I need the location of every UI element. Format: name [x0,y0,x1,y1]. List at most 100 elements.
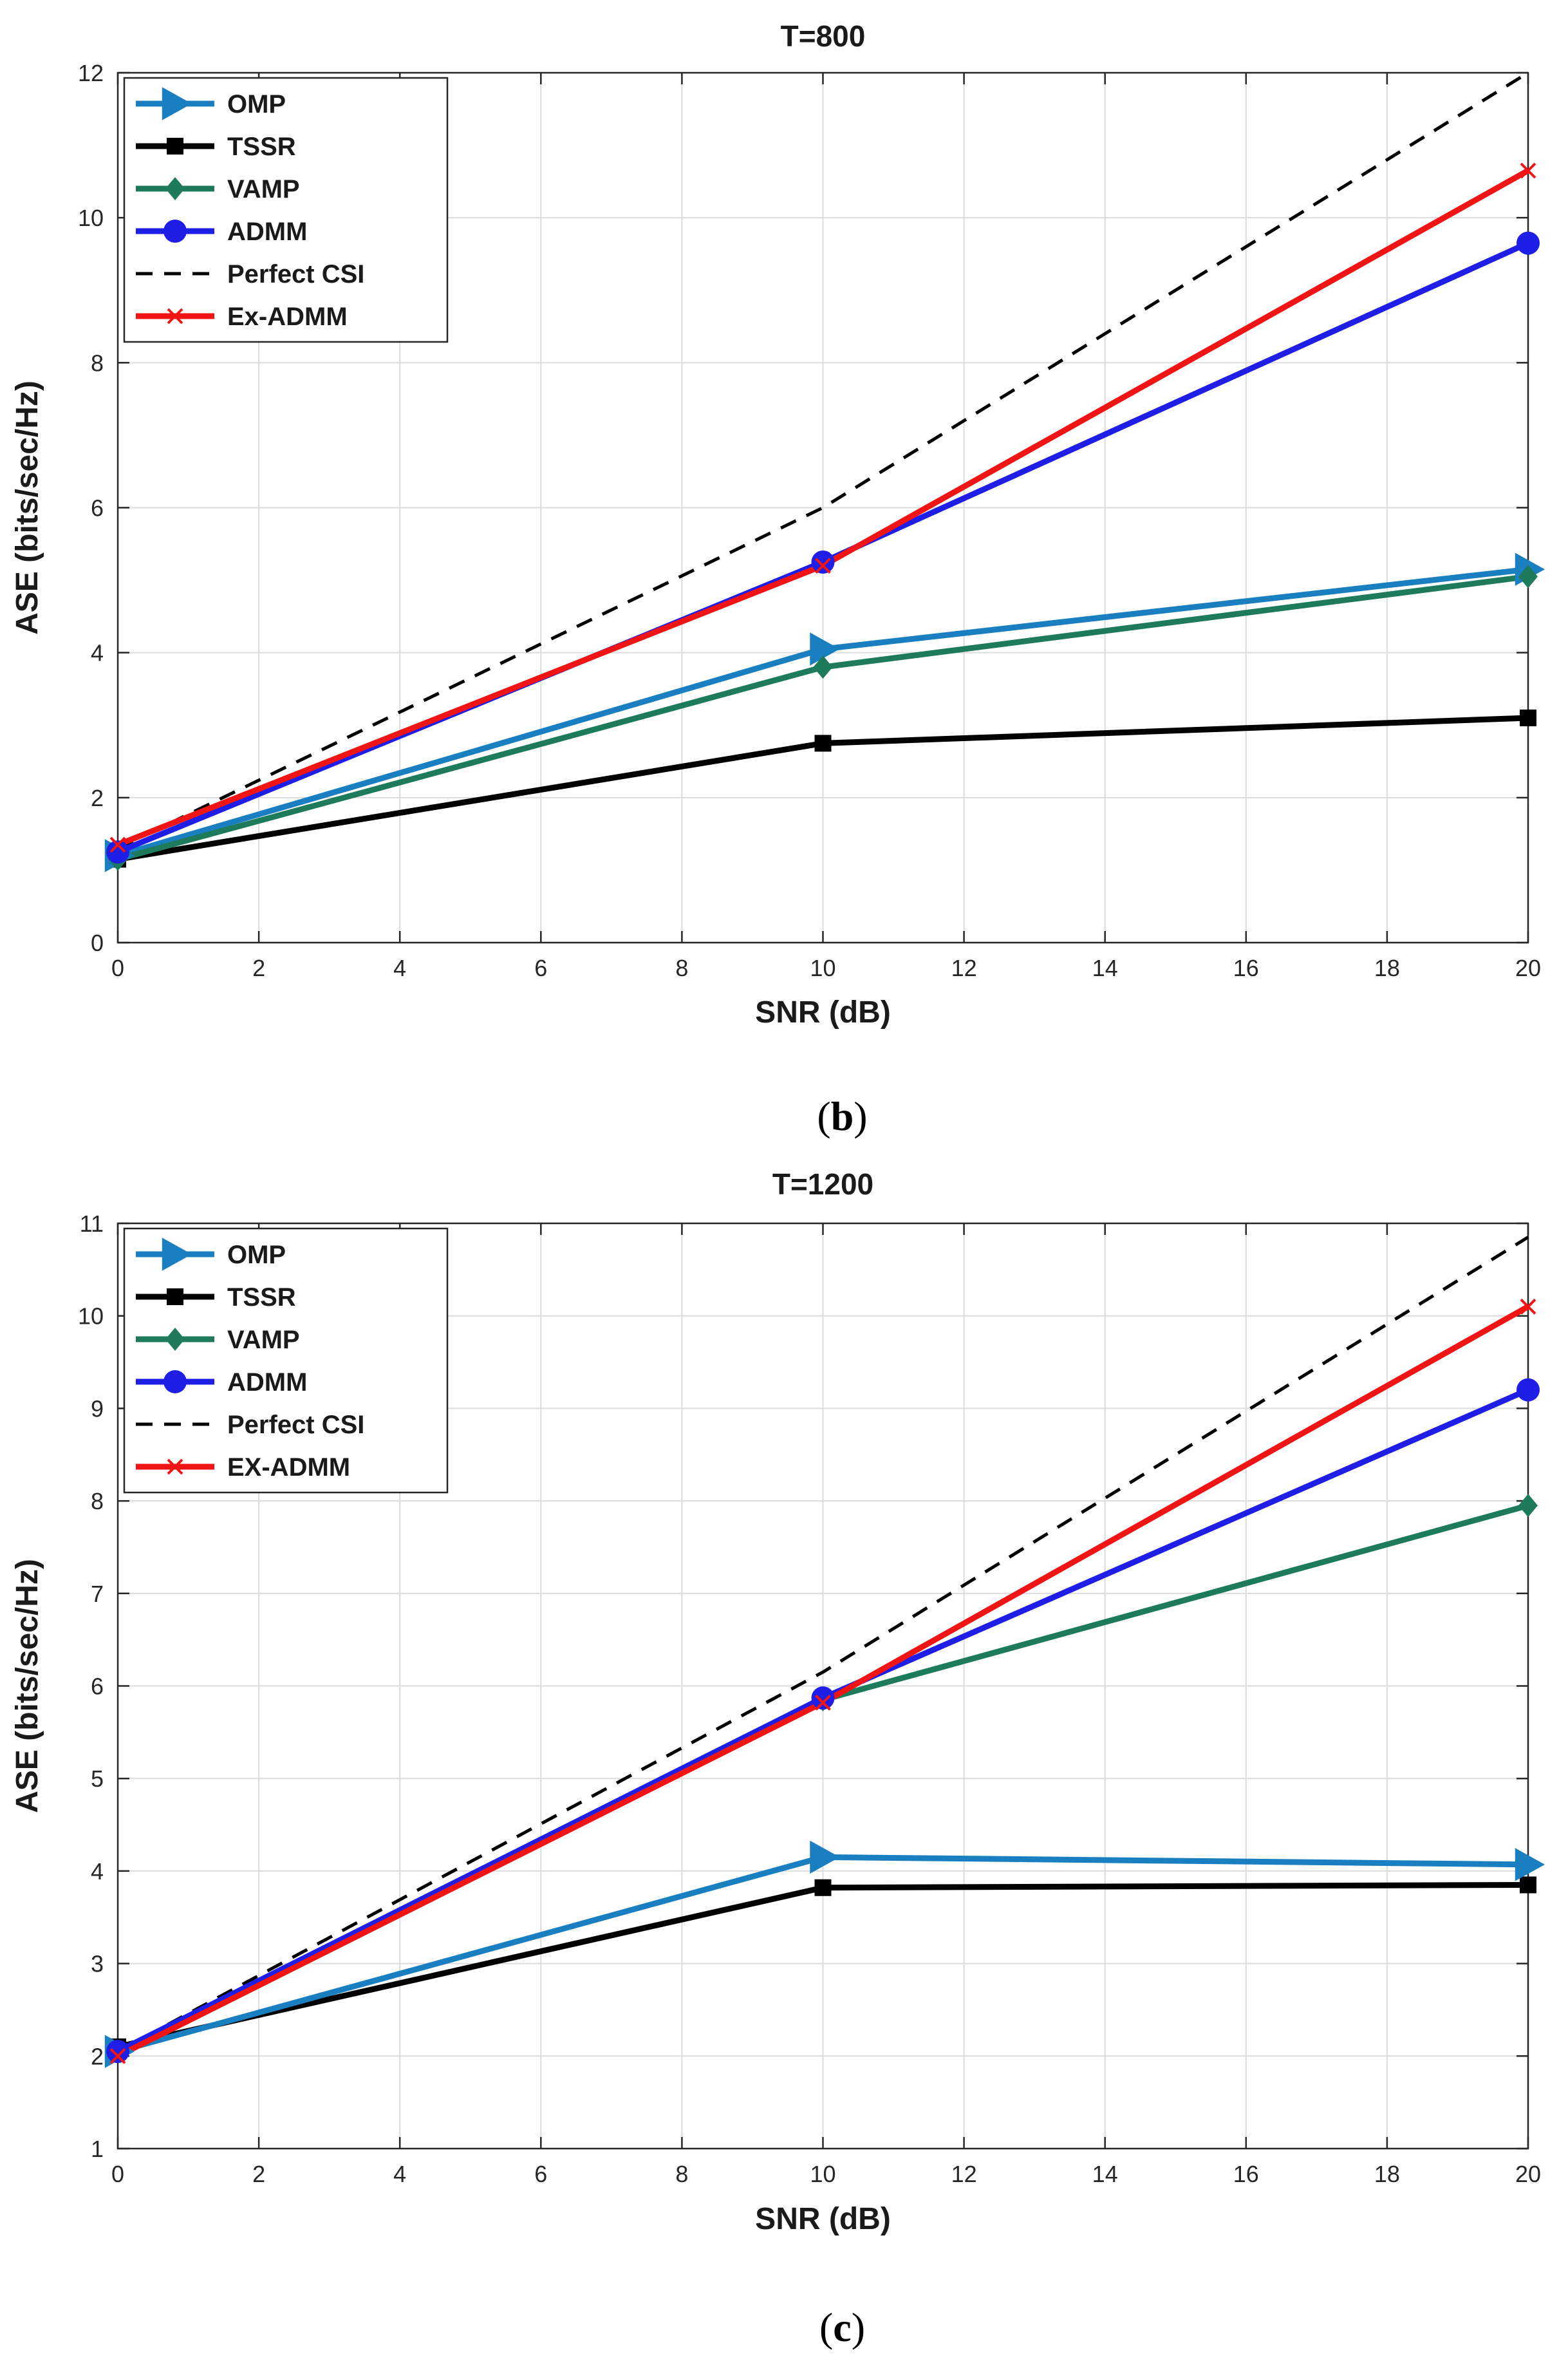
y-tick-label: 4 [91,1858,104,1885]
legend-marker [167,308,183,325]
x-axis-label: SNR (dB) [755,995,891,1030]
data-point-ex-admm [109,836,126,853]
x-tick-label: 2 [252,2161,265,2187]
y-tick-label: 2 [91,785,104,811]
x-tick-label: 2 [252,955,265,981]
legend: OMP TSSR VAMP ADMM Perfect CSI EX-ADMM [123,1227,449,1494]
series-line-perfect-csi [117,71,1529,850]
chart-panel-b: 0 2 4 6 8 10 12 14 16 18 20 0 2 4 6 8 10 12 T=800 SNR (dB) A… [10,19,1545,1139]
x-tick-label: 8 [675,2161,688,2187]
legend-box [123,77,449,343]
legend-label: OMP [227,90,286,118]
y-tick-label: 3 [91,1951,104,1977]
legend-item-ex-admm: Ex-ADMM [136,303,348,331]
data-point-vamp [1518,565,1538,588]
legend-marker [162,1238,192,1271]
legend-item-tssr: TSSR [136,1283,296,1312]
legend-label: Perfect CSI [227,260,364,288]
data-point-omp [1515,1848,1545,1881]
legend-label: EX-ADMM [227,1453,350,1482]
data-point-admm [1517,1378,1540,1402]
y-tick-label: 1 [91,2136,104,2162]
data-point-tssr [1520,709,1536,726]
data-point-ex-admm [109,2047,126,2064]
x-tick-label: 0 [111,955,124,981]
y-tick-label: 4 [91,640,104,666]
x-tick-label: 10 [810,2161,835,2187]
x-tick-label: 20 [1515,955,1541,981]
legend-marker [163,220,187,243]
chart-title: T=1200 [772,1167,873,1201]
x-tick-label: 18 [1374,955,1400,981]
legend-label: TSSR [227,133,296,161]
y-tick-label: 5 [91,1765,104,1792]
data-point-admm [1517,231,1540,255]
legend-item-omp: OMP [136,87,286,120]
legend-label: ADMM [227,218,307,246]
y-tick-label: 10 [78,205,104,231]
y-tick-label: 6 [91,1673,104,1700]
data-point-vamp [1518,1494,1538,1518]
panel-caption: (b) [817,1093,867,1139]
data-point-admm [811,1686,835,1710]
y-tick-label: 12 [78,60,104,86]
legend-item-perfect-csi: Perfect CSI [136,1411,364,1439]
y-tick-label: 11 [80,1210,104,1237]
data-point-omp [810,1840,840,1874]
x-tick-label: 16 [1233,955,1259,981]
y-axis-label: ASE (bits/sec/Hz) [10,1559,44,1813]
x-tick-label: 6 [534,955,547,981]
x-tick-label: 4 [393,2161,406,2187]
x-axis-label: SNR (dB) [755,2202,891,2236]
legend-item-vamp: VAMP [136,1326,300,1354]
data-point-ex-admm [815,1694,831,1711]
legend: OMP TSSR VAMP ADMM Perfect CSI Ex-ADMM [123,77,449,343]
panel-caption: (c) [819,2304,865,2350]
data-point-tssr [814,735,832,752]
x-tick-label: 6 [534,2161,547,2187]
x-tick-label: 12 [951,955,977,981]
y-tick-label: 7 [91,1581,104,1607]
legend-item-ex-admm: EX-ADMM [136,1453,350,1482]
legend-label: OMP [227,1241,286,1269]
y-tick-label: 8 [91,1488,104,1514]
legend-label: VAMP [227,175,300,203]
y-tick-label: 6 [91,495,104,522]
x-tick-label: 4 [393,955,406,981]
legend-label: Perfect CSI [227,1411,364,1439]
data-point-tssr [1520,1876,1536,1894]
ticks: 0 2 4 6 8 10 12 14 16 18 20 0 2 4 6 8 10 12 [78,60,1541,981]
x-tick-label: 12 [951,2161,977,2187]
x-tick-label: 10 [810,955,835,981]
legend-item-vamp: VAMP [136,175,300,203]
y-tick-label: 8 [91,350,104,376]
data-point-tssr [814,1879,832,1896]
x-tick-label: 0 [111,2161,124,2187]
legend-label: VAMP [227,1326,300,1354]
chart-title: T=800 [781,19,866,53]
legend-item-perfect-csi: Perfect CSI [136,260,364,288]
data-point-ex-admm [815,558,831,574]
x-tick-label: 14 [1092,2161,1118,2187]
series-line-perfect-csi [117,1236,1529,2053]
x-tick-label: 14 [1092,955,1118,981]
data-point-omp [810,632,840,666]
legend-label: TSSR [227,1283,296,1312]
legend-box [123,1227,449,1494]
chart-panel-c: 0 2 4 6 8 10 12 14 16 18 201234567891011T=1200SNR … [10,1167,1545,2350]
data-point-ex-admm [1520,1298,1536,1315]
y-tick-label: 0 [91,930,104,956]
legend-label: ADMM [227,1368,307,1397]
legend-item-admm: ADMM [136,1368,307,1397]
legend-marker [165,1328,185,1351]
data-point-admm [106,2040,129,2064]
y-axis-label: ASE (bits/sec/Hz) [10,381,44,635]
data-point-ex-admm [1520,162,1536,179]
legend-item-tssr: TSSR [136,133,296,161]
legend-item-omp: OMP [136,1238,286,1271]
legend-marker [163,1370,187,1393]
y-tick-label: 10 [78,1303,104,1330]
x-tick-label: 8 [675,955,688,981]
